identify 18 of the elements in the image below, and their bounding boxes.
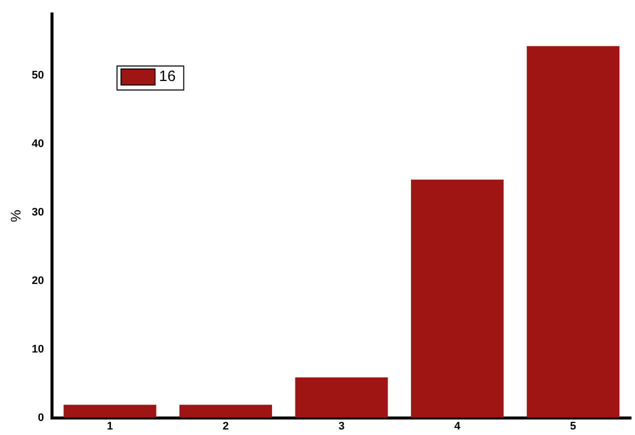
y-tick-label: 0 xyxy=(38,412,44,424)
bar xyxy=(295,377,388,418)
x-tick-label: 3 xyxy=(338,420,345,432)
y-tick-label: 30 xyxy=(32,206,44,219)
legend-label: 16 xyxy=(159,68,176,86)
y-tick-label: 10 xyxy=(32,343,44,356)
x-tick-label: 1 xyxy=(106,420,113,432)
bar xyxy=(526,46,620,418)
y-tick-label: 40 xyxy=(32,138,44,150)
y-tick-label: 50 xyxy=(32,70,44,82)
x-tick-label: 4 xyxy=(454,420,462,432)
y-tick-label: 20 xyxy=(32,274,44,287)
bar xyxy=(410,180,504,418)
x-tick-label: 5 xyxy=(570,420,576,432)
bar xyxy=(64,404,156,418)
y-axis-title: % xyxy=(7,210,24,222)
bar xyxy=(179,404,272,418)
x-tick-label: 2 xyxy=(222,420,229,432)
